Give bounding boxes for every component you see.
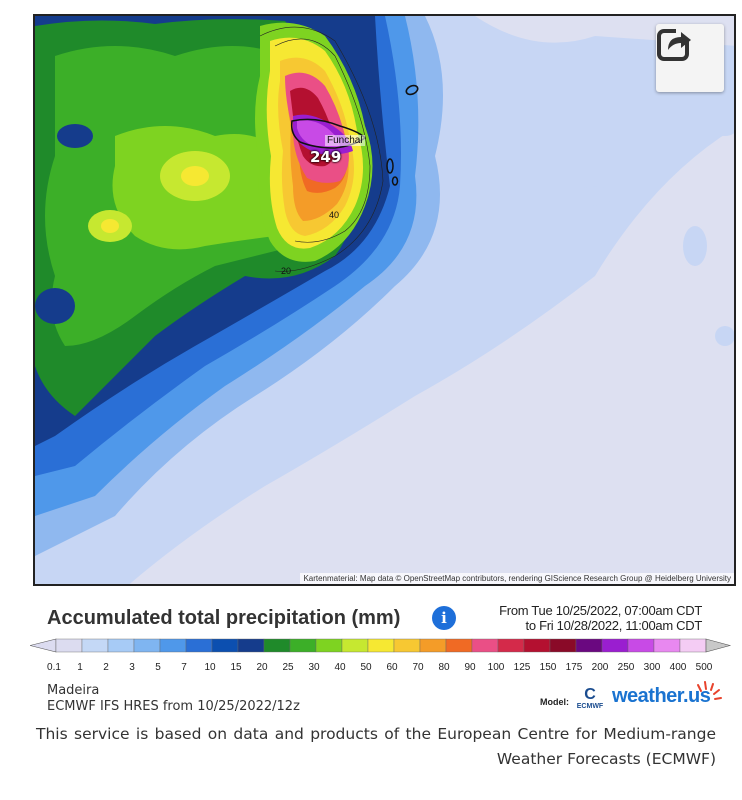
model-branding: Model: C ECMWF weather.us xyxy=(540,681,730,719)
legend-label: 5 xyxy=(155,662,161,673)
legend-label: 1 xyxy=(77,662,83,673)
legend-label: 400 xyxy=(670,662,687,673)
legend-label: 90 xyxy=(464,662,476,673)
legend-label: 100 xyxy=(488,662,505,673)
peak-value-label: 249 xyxy=(310,148,342,166)
share-button[interactable] xyxy=(656,24,724,92)
legend-label: 500 xyxy=(696,662,713,673)
info-icon[interactable]: i xyxy=(432,606,456,630)
ecmwf-logo: C ECMWF xyxy=(573,687,607,717)
legend-swatch xyxy=(81,638,109,653)
legend-swatch xyxy=(263,638,291,653)
legend-swatch xyxy=(679,638,707,653)
region-info: Madeira ECMWF IFS HRES from 10/25/2022/1… xyxy=(47,683,300,715)
legend-swatch xyxy=(445,638,473,653)
legend-swatch xyxy=(471,638,499,653)
legend-swatch xyxy=(55,638,83,653)
legend-label: 7 xyxy=(181,662,187,673)
legend-label: 125 xyxy=(514,662,531,673)
legend-swatch xyxy=(575,638,603,653)
legend-label: 2 xyxy=(103,662,109,673)
legend-swatch xyxy=(315,638,343,653)
legend-swatch xyxy=(549,638,577,653)
legend-label: 20 xyxy=(256,662,268,673)
ecmwf-mark: C xyxy=(584,686,596,703)
map-attribution: Kartenmaterial: Map data © OpenStreetMap… xyxy=(300,573,734,584)
legend-label: 40 xyxy=(334,662,346,673)
sun-icon xyxy=(697,681,722,700)
legend-swatch xyxy=(419,638,447,653)
city-label-funchal: Funchal xyxy=(325,135,365,146)
model-tag: Model: xyxy=(540,697,569,707)
legend-arrow-high xyxy=(705,638,732,653)
region-name: Madeira xyxy=(47,683,100,698)
legend-label: 250 xyxy=(618,662,635,673)
precipitation-field xyxy=(35,16,734,584)
legend-swatch xyxy=(627,638,655,653)
legend-arrow-low xyxy=(30,638,57,653)
period-from: From Tue 10/25/2022, 07:00am CDT xyxy=(499,603,702,618)
legend-label: 25 xyxy=(282,662,294,673)
weather-us-logo[interactable]: weather.us xyxy=(612,685,711,707)
legend-label: 200 xyxy=(592,662,609,673)
legend-swatch xyxy=(185,638,213,653)
ecmwf-disclaimer: This service is based on data and produc… xyxy=(36,725,716,768)
period-to: to Fri 10/28/2022, 11:00am CDT xyxy=(525,618,703,633)
legend-swatch xyxy=(523,638,551,653)
map-title: Accumulated total precipitation (mm) xyxy=(47,607,401,629)
legend-label: 0.1 xyxy=(47,662,61,673)
model-run: ECMWF IFS HRES from 10/25/2022/12z xyxy=(47,699,300,714)
legend-swatch xyxy=(367,638,395,653)
legend-label: 70 xyxy=(412,662,424,673)
legend-label: 30 xyxy=(308,662,320,673)
legend-label: 50 xyxy=(360,662,372,673)
precipitation-color-legend: 0.1 1 2 3 5 7 10 15 20 25 30 40 50 60 70 80 90 100 125 150 1… xyxy=(30,638,732,673)
contour-label-20: 20 xyxy=(281,266,292,276)
legend-swatch xyxy=(211,638,239,653)
legend-label: 80 xyxy=(438,662,450,673)
legend-swatch xyxy=(133,638,161,653)
legend-swatch xyxy=(601,638,629,653)
legend-swatch xyxy=(497,638,525,653)
legend-swatch xyxy=(653,638,681,653)
legend-label: 150 xyxy=(540,662,557,673)
share-arrow-icon xyxy=(657,27,692,61)
legend-swatch xyxy=(159,638,187,653)
legend-swatch xyxy=(289,638,317,653)
forecast-period: From Tue 10/25/2022, 07:00am CDT to Fri … xyxy=(499,603,702,633)
legend-swatch xyxy=(237,638,265,653)
legend-swatch xyxy=(107,638,135,653)
legend-label: 175 xyxy=(566,662,583,673)
legend-label: 15 xyxy=(230,662,242,673)
legend-label: 10 xyxy=(204,662,216,673)
legend-swatch xyxy=(341,638,369,653)
legend-label: 3 xyxy=(129,662,135,673)
legend-label: 60 xyxy=(386,662,398,673)
legend-label: 300 xyxy=(644,662,661,673)
precipitation-map[interactable]: Funchal 249 40 20 Kartenmaterial: Map da… xyxy=(33,14,736,586)
ecmwf-logo-text: ECMWF xyxy=(576,703,604,710)
legend-swatch xyxy=(393,638,421,653)
contour-label-40: 40 xyxy=(329,210,340,220)
